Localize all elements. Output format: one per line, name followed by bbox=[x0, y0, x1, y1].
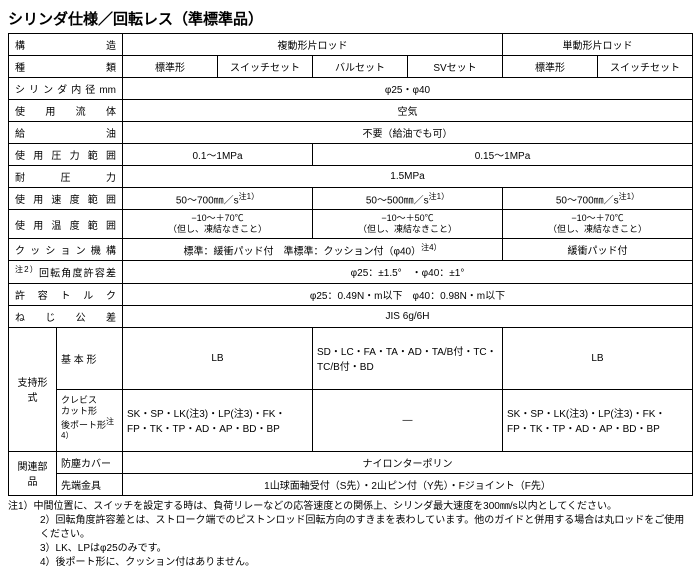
val-cushion-1: 標準：緩衝パッド付 準標準：クッション付（φ40）注4） bbox=[123, 238, 503, 260]
val-fluid: 空気 bbox=[123, 100, 693, 122]
row-cushion: クッション機構 bbox=[9, 238, 123, 260]
row-support-clevis: クレビス カット形 後ポート形注4） bbox=[57, 389, 123, 451]
val-support-21: SK・SP・LK(注3)・LP(注3)・FK・FP・TK・TP・AD・AP・BD… bbox=[123, 389, 313, 451]
note-3: 3）LK、LPはφ25のみです。 bbox=[8, 542, 692, 556]
footnotes: 注1）中間位置に、スイッチを設定する時は、負荷リレーなどの応答速度との関係上、シ… bbox=[8, 500, 692, 570]
spec-table: 構 造 複動形片ロッド 単動形片ロッド 種 類 標準形 スイッチセット バルセッ… bbox=[8, 33, 693, 496]
note-4: 4）後ポート形に、クッション付はありません。 bbox=[8, 556, 692, 570]
col-2: バルセット bbox=[313, 56, 408, 78]
val-rot: φ25：±1.5° ・φ40：±1° bbox=[123, 261, 693, 283]
row-support-basic: 基 本 形 bbox=[57, 327, 123, 389]
row-dustcover: 防塵カバー bbox=[57, 451, 123, 473]
val-temp-2: −10～＋50℃（但し、凍結なきこと） bbox=[313, 210, 503, 239]
val-support-22: ― bbox=[313, 389, 503, 451]
val-cushion-2: 緩衝パッド付 bbox=[503, 238, 693, 260]
val-speed-1: 50～700㎜／s注1） bbox=[123, 188, 313, 210]
row-fluid: 使 用 流 体 bbox=[9, 100, 123, 122]
row-lube: 給 油 bbox=[9, 122, 123, 144]
val-press-2: 0.15～1MPa bbox=[313, 144, 693, 166]
row-torque: 許 容 ト ル ク bbox=[9, 283, 123, 305]
note-1: 注1）中間位置に、スイッチを設定する時は、負荷リレーなどの応答速度との関係上、シ… bbox=[8, 501, 617, 512]
col-1: スイッチセット bbox=[218, 56, 313, 78]
row-press: 使 用 圧 力 範 囲 bbox=[9, 144, 123, 166]
hdr-double: 複動形片ロッド bbox=[123, 34, 503, 56]
val-support-11: LB bbox=[123, 327, 313, 389]
val-support-23: SK・SP・LK(注3)・LP(注3)・FK・FP・TK・TP・AD・AP・BD… bbox=[503, 389, 693, 451]
val-speed-2: 50～500㎜／s注1） bbox=[313, 188, 503, 210]
val-temp-3: −10～＋70℃（但し、凍結なきこと） bbox=[503, 210, 693, 239]
row-tip: 先端金具 bbox=[57, 473, 123, 495]
val-tip: 1山球面軸受付（S先）・2山ピン付（Y先）・Fジョイント（F先） bbox=[123, 473, 693, 495]
col-3: SVセット bbox=[408, 56, 503, 78]
note-2: 2）回転角度許容差とは、ストローク端でのピストンロッド回転方向のすきまを表わして… bbox=[8, 514, 692, 542]
val-dustcover: ナイロンターポリン bbox=[123, 451, 693, 473]
row-proof: 耐 圧 力 bbox=[9, 166, 123, 188]
val-support-12: SD・LC・FA・TA・AD・TA/B付・TC・TC/B付・BD bbox=[313, 327, 503, 389]
val-temp-1: −10～＋70℃（但し、凍結なきこと） bbox=[123, 210, 313, 239]
row-thread: ね じ 公 差 bbox=[9, 305, 123, 327]
val-proof: 1.5MPa bbox=[123, 166, 693, 188]
val-press-1: 0.1～1MPa bbox=[123, 144, 313, 166]
hdr-single: 単動形片ロッド bbox=[503, 34, 693, 56]
val-lube: 不要（給油でも可） bbox=[123, 122, 693, 144]
row-bore: シリンダ内径mm bbox=[9, 78, 123, 100]
row-related: 関連部品 bbox=[9, 451, 57, 495]
col-4: 標準形 bbox=[503, 56, 598, 78]
val-thread: JIS 6g/6H bbox=[123, 305, 693, 327]
page-title: シリンダ仕様／回転レス（準標準品） bbox=[8, 8, 692, 29]
row-speed: 使 用 速 度 範 囲 bbox=[9, 188, 123, 210]
col-5: スイッチセット bbox=[598, 56, 693, 78]
val-torque: φ25：0.49N・m以下 φ40：0.98N・m以下 bbox=[123, 283, 693, 305]
val-speed-3: 50～700㎜／s注1） bbox=[503, 188, 693, 210]
hdr-structure: 構 造 bbox=[9, 34, 123, 56]
row-temp: 使 用 温 度 範 囲 bbox=[9, 210, 123, 239]
row-rot: 注2）回転角度許容差 bbox=[9, 261, 123, 283]
val-support-13: LB bbox=[503, 327, 693, 389]
col-0: 標準形 bbox=[123, 56, 218, 78]
hdr-type: 種 類 bbox=[9, 56, 123, 78]
val-bore: φ25・φ40 bbox=[123, 78, 693, 100]
row-support: 支持形式 bbox=[9, 327, 57, 451]
